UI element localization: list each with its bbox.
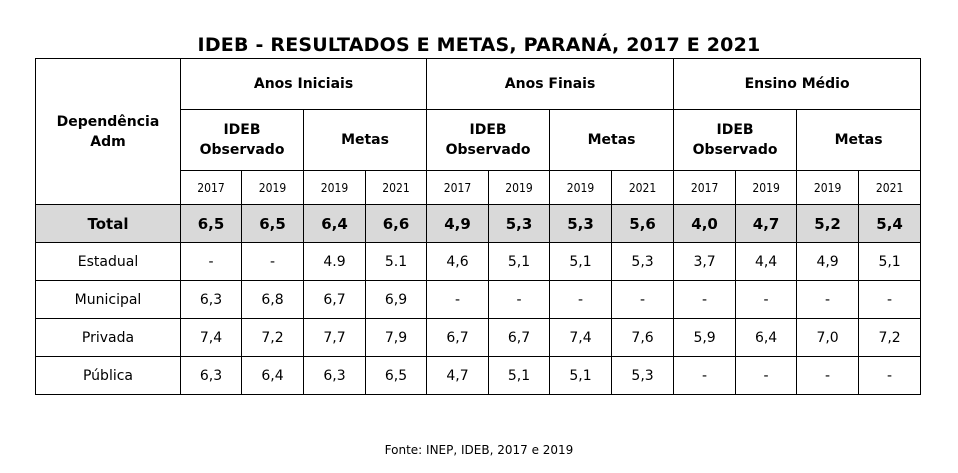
table-cell: 5.1 [364, 242, 428, 281]
year-header: 2019 [549, 170, 613, 205]
table-cell: 5,3 [488, 204, 551, 243]
table-cell: - [858, 280, 922, 319]
table-row: Privada 7,4 7,2 7,7 7,9 6,7 6,7 7,4 7,6 5,9 6,4 7,0… [35, 318, 922, 357]
year-header: 2017 [426, 170, 490, 205]
table-cell: 4,9 [426, 204, 490, 243]
header-ideb-observado: IDEB Observado [673, 109, 798, 171]
table-cell: 4,9 [796, 242, 860, 281]
table-cell: - [549, 280, 613, 319]
table-cell: 5,1 [488, 242, 551, 281]
year-header: 2021 [611, 170, 675, 205]
table-cell: 6,7 [303, 280, 366, 319]
table-cell: 5,3 [611, 242, 675, 281]
year-header: 2017 [673, 170, 737, 205]
header-metas: Metas [549, 109, 675, 171]
header-metas: Metas [302, 109, 428, 171]
header-ideb-observado: IDEB Observado [426, 109, 551, 171]
table-cell: 6,7 [488, 318, 551, 357]
table-cell: 3,7 [673, 242, 737, 281]
table-cell: 5,6 [611, 204, 675, 243]
row-label: Pública [35, 356, 181, 395]
table-cell: - [611, 280, 675, 319]
header-row-years: 2017 2019 2019 2021 2017 2019 2019 2021 2017 2019… [36, 170, 922, 205]
table-cell: 5,3 [611, 356, 675, 395]
row-label: Municipal [35, 280, 181, 319]
table-cell: 5,4 [858, 204, 922, 243]
table-row: Total 6,5 6,5 6,4 6,6 4,9 5,3 5,3 5,6 4,0 4,7 5,2 5,… [35, 204, 922, 243]
table-cell: 7,0 [796, 318, 860, 357]
table-cell: - [673, 356, 737, 395]
table-cell: - [180, 242, 242, 281]
year-header: 2019 [488, 170, 551, 205]
table-cell: 4,7 [426, 356, 490, 395]
table-cell: 6,3 [303, 356, 366, 395]
table-cell: 7,2 [858, 318, 922, 357]
table-cell: 5,1 [488, 356, 551, 395]
table-cell: 7,7 [303, 318, 366, 357]
table-cell: 7,4 [549, 318, 613, 357]
table-cell: 5,1 [549, 242, 613, 281]
table-cell: 6,6 [364, 204, 428, 243]
table-cell: 7,4 [180, 318, 242, 357]
header-dependencia: Dependência Adm [35, 58, 181, 205]
year-header: 2019 [303, 170, 366, 205]
table-cell: 5,2 [796, 204, 860, 243]
table-cell: - [796, 280, 860, 319]
table-cell: 6,9 [364, 280, 428, 319]
table-cell: 6,4 [241, 356, 304, 395]
year-header: 2019 [735, 170, 798, 205]
table-cell: - [673, 280, 737, 319]
header-row-groups: Dependência Adm Anos Iniciais Anos Finai… [35, 58, 922, 205]
table-cell: 5,3 [549, 204, 613, 243]
table-cell: - [488, 280, 551, 319]
table-cell: 4,7 [735, 204, 798, 243]
row-label: Total [35, 204, 181, 243]
source-note: Fonte: INEP, IDEB, 2017 e 2019 [384, 443, 574, 457]
table-cell: 6,8 [241, 280, 304, 319]
table-title: IDEB - RESULTADOS E METAS, PARANÁ, 2017 … [197, 34, 761, 56]
table-cell: 5,1 [549, 356, 613, 395]
year-header: 2017 [180, 170, 242, 205]
row-label: Privada [35, 318, 181, 357]
header-metas: Metas [796, 109, 922, 171]
table-cell: - [426, 280, 490, 319]
table-row: Estadual - -4.9 5.1 4,6 5,1 5,1 5,3 3,7 4,4 4,9 5,1 [35, 242, 922, 281]
table-cell: 4,6 [426, 242, 490, 281]
row-label: Estadual [35, 242, 181, 281]
table-cell: - [241, 242, 304, 281]
table-cell: - [858, 356, 922, 395]
table-cell: 7,6 [611, 318, 675, 357]
table-cell: 4,0 [673, 204, 737, 243]
table-cell: 6,4 [735, 318, 798, 357]
year-header: 2019 [796, 170, 860, 205]
table-cell: - [735, 356, 798, 395]
table-cell: 6,7 [426, 318, 490, 357]
year-header: 2019 [241, 170, 304, 205]
year-header: 2021 [364, 170, 428, 205]
header-group-ensino-medio: Ensino Médio [673, 58, 922, 110]
table-cell: 6,5 [241, 204, 304, 243]
table-cell: 4,4 [735, 242, 798, 281]
ideb-table: Dependência Adm Anos Iniciais Anos Finai… [35, 58, 922, 395]
year-header: 2021 [858, 170, 922, 205]
header-ideb-observado: IDEB Observado [180, 109, 304, 171]
table-cell: 6,5 [180, 204, 242, 243]
header-row-subgroups: IDEB Observado Metas IDEB Observado Meta… [36, 109, 922, 171]
table-row: Pública 6,3 6,4 6,3 6,5 4,7 5,1 5,1 5,3- - - - [35, 356, 922, 395]
table-cell: 6,3 [180, 356, 242, 395]
table-cell: - [796, 356, 860, 395]
table-cell: 6,5 [364, 356, 428, 395]
table-cell: 6,3 [180, 280, 242, 319]
table-row: Municipal 6,3 6,8 6,7 6,9- - - - - - - - [35, 280, 922, 319]
header-group-anos-finais: Anos Finais [426, 58, 675, 110]
table-cell: 4.9 [303, 242, 366, 281]
table-cell: 5,9 [673, 318, 737, 357]
header-group-anos-iniciais: Anos Iniciais [179, 58, 428, 110]
table-cell: 6,4 [303, 204, 366, 243]
table-cell: 7,2 [241, 318, 304, 357]
table-cell: 7,9 [364, 318, 428, 357]
table-cell: 5,1 [858, 242, 922, 281]
table-cell: - [735, 280, 798, 319]
